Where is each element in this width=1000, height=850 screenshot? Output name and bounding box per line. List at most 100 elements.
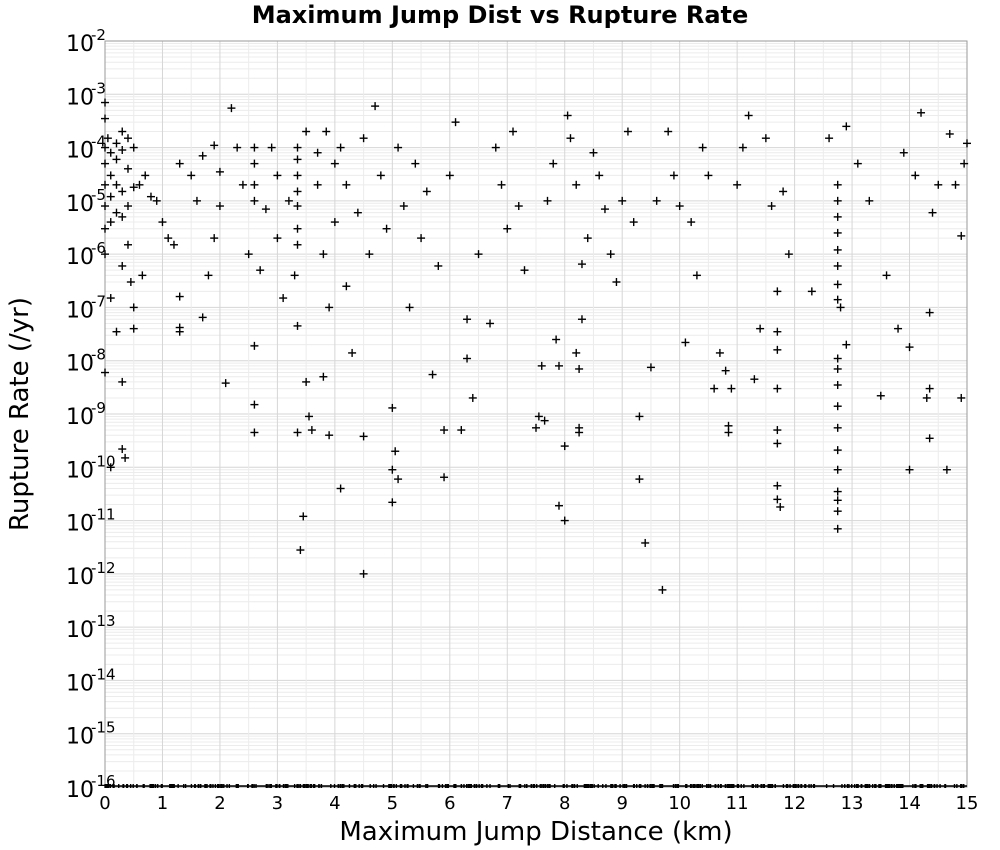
- data-point: [256, 266, 265, 275]
- data-point: [833, 295, 842, 304]
- data-point: [293, 143, 302, 152]
- data-point: [761, 134, 770, 143]
- y-tick-label: 10-11: [66, 506, 116, 537]
- data-point: [210, 141, 219, 150]
- y-tick-base: 10: [66, 618, 94, 643]
- data-point: [577, 315, 586, 324]
- data-point: [566, 134, 575, 143]
- data-point: [250, 180, 259, 189]
- data-point: [382, 224, 391, 233]
- data-point: [833, 446, 842, 455]
- data-point: [853, 159, 862, 168]
- x-tick-label: 15: [956, 793, 979, 814]
- y-tick-base: 10: [66, 565, 94, 590]
- data-point: [302, 377, 311, 386]
- data-point: [543, 196, 552, 205]
- data-point: [560, 442, 569, 451]
- data-point: [833, 261, 842, 270]
- data-point: [577, 260, 586, 269]
- y-tick-base: 10: [66, 192, 94, 217]
- grid: [104, 40, 968, 788]
- x-tick-label: 4: [329, 793, 340, 814]
- y-tick-exponent: -10: [91, 452, 116, 470]
- y-tick-exponent: -3: [91, 79, 106, 97]
- data-point: [618, 196, 627, 205]
- y-tick-label: 10-10: [66, 452, 116, 483]
- data-point: [960, 159, 969, 168]
- data-point: [169, 240, 178, 249]
- data-point: [101, 143, 109, 152]
- data-point: [112, 155, 121, 164]
- data-point: [833, 465, 842, 474]
- x-tick-label: 0: [99, 793, 110, 814]
- x-tick-labels: 0 1 2 3 4 5 6 7 8 9 10 11 12 13 14 15: [99, 793, 978, 814]
- data-point: [563, 111, 572, 120]
- data-point: [911, 171, 920, 180]
- data-point: [129, 303, 138, 312]
- data-point: [629, 218, 638, 227]
- data-point: [388, 403, 397, 412]
- data-point: [440, 426, 449, 435]
- data-point: [451, 118, 460, 127]
- y-tick-exponent: -4: [91, 133, 106, 151]
- data-point: [727, 384, 736, 393]
- data-point: [141, 171, 150, 180]
- data-point: [833, 496, 842, 505]
- y-tick-exponent: -9: [91, 399, 106, 417]
- data-point: [957, 393, 966, 402]
- data-point: [293, 224, 302, 233]
- data-point: [293, 202, 302, 211]
- y-tick-labels: 10-210-310-410-510-610-710-810-910-1010-…: [66, 26, 116, 803]
- data-point: [118, 127, 127, 136]
- data-point: [204, 271, 213, 280]
- data-point: [833, 180, 842, 189]
- data-point: [773, 327, 782, 336]
- data-point: [738, 143, 747, 152]
- data-point: [112, 327, 121, 336]
- y-tick-label: 10-5: [66, 186, 106, 217]
- y-tick-exponent: -8: [91, 346, 106, 364]
- data-point: [250, 196, 259, 205]
- data-point: [330, 218, 339, 227]
- data-point: [833, 196, 842, 205]
- y-tick-base: 10: [66, 405, 94, 430]
- data-point: [942, 465, 951, 474]
- data-point: [118, 212, 127, 221]
- data-point: [833, 381, 842, 390]
- y-tick-label: 10-16: [66, 772, 116, 803]
- data-point: [394, 475, 403, 484]
- data-point: [336, 143, 345, 152]
- data-point: [572, 180, 581, 189]
- data-point: [698, 143, 707, 152]
- y-tick-base: 10: [66, 725, 94, 750]
- data-point: [227, 104, 236, 113]
- data-point: [307, 426, 316, 435]
- data-point: [319, 372, 328, 381]
- data-point: [319, 250, 328, 259]
- data-point: [715, 348, 724, 357]
- data-point: [554, 501, 563, 510]
- data-point: [532, 423, 540, 432]
- data-point: [112, 180, 121, 189]
- data-point: [899, 148, 908, 157]
- x-tick-label: 2: [214, 793, 225, 814]
- data-point: [123, 202, 132, 211]
- x-tick-label: 5: [387, 793, 398, 814]
- data-point: [293, 187, 302, 196]
- data-point: [589, 148, 598, 157]
- data-point: [537, 361, 546, 370]
- data-point: [434, 261, 443, 270]
- data-point: [405, 303, 414, 312]
- data-point: [945, 129, 954, 138]
- x-axis-label: Maximum Jump Distance (km): [339, 817, 732, 847]
- data-point: [756, 324, 765, 333]
- x-tick-label: 3: [272, 793, 283, 814]
- data-point: [101, 114, 109, 123]
- y-tick-exponent: -14: [91, 665, 116, 683]
- data-point: [595, 171, 604, 180]
- data-point: [784, 250, 793, 259]
- data-point: [302, 127, 311, 136]
- data-point: [606, 250, 615, 259]
- data-point: [865, 196, 874, 205]
- data-point: [198, 313, 207, 322]
